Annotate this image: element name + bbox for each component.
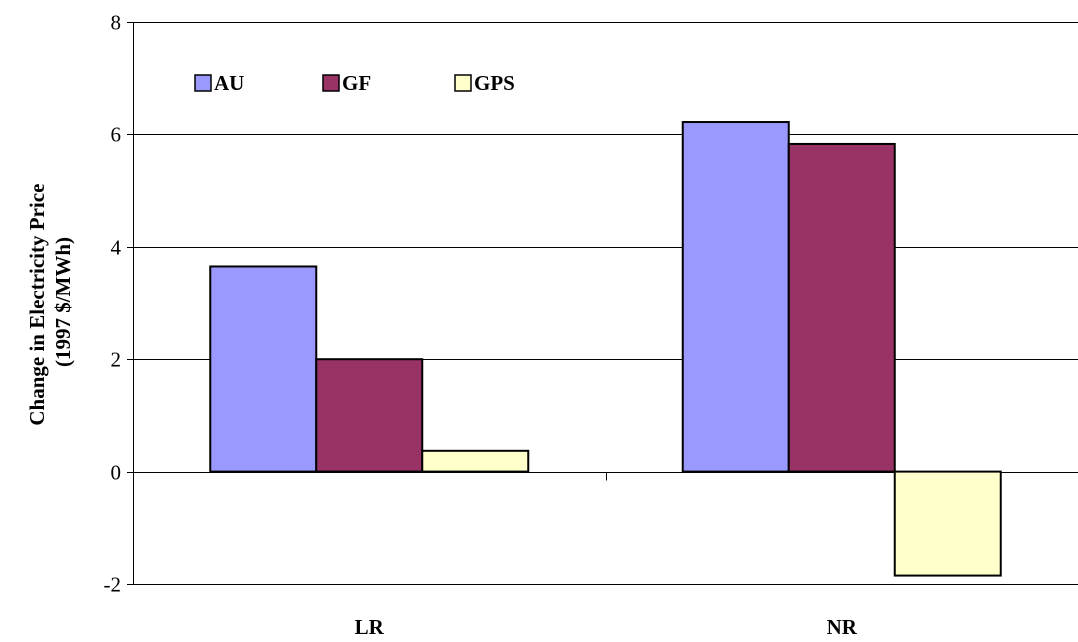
legend-swatch-au (194, 74, 212, 92)
bars (209, 121, 1002, 577)
bar-au-lr (209, 265, 318, 473)
y-tick-label: 2 (111, 348, 122, 372)
legend-label-au: AU (214, 71, 244, 95)
category-label: LR (355, 615, 385, 639)
bar-au-nr (681, 121, 790, 473)
legend-label-gps: GPS (474, 71, 515, 95)
y-axis-title: Change in Electricity Price (1997 $/MWh) (25, 178, 75, 425)
y-tick-labels: -2 0 2 4 6 8 (104, 11, 122, 597)
y-tick-label: -2 (104, 573, 122, 597)
category-labels: LR NR (355, 615, 858, 639)
y-tick-label: 4 (111, 236, 122, 260)
bar-gf-lr (315, 358, 424, 473)
y-axis-title-line-1: Change in Electricity Price (25, 184, 49, 426)
y-axis-title-line-2: (1997 $/MWh) (51, 237, 75, 367)
bar-gps-lr (421, 449, 530, 473)
y-tick-label: 8 (111, 11, 122, 35)
legend-swatch-gf (322, 74, 340, 92)
legend-label-gf: GF (342, 71, 371, 95)
y-tick-label: 0 (111, 461, 122, 485)
bar-gf-nr (787, 142, 896, 473)
y-tick-label: 6 (111, 123, 122, 147)
legend: AU GF GPS (194, 71, 515, 95)
legend-swatch-gps (454, 74, 472, 92)
bar-gps-nr (893, 470, 1002, 577)
category-label: NR (827, 615, 858, 639)
